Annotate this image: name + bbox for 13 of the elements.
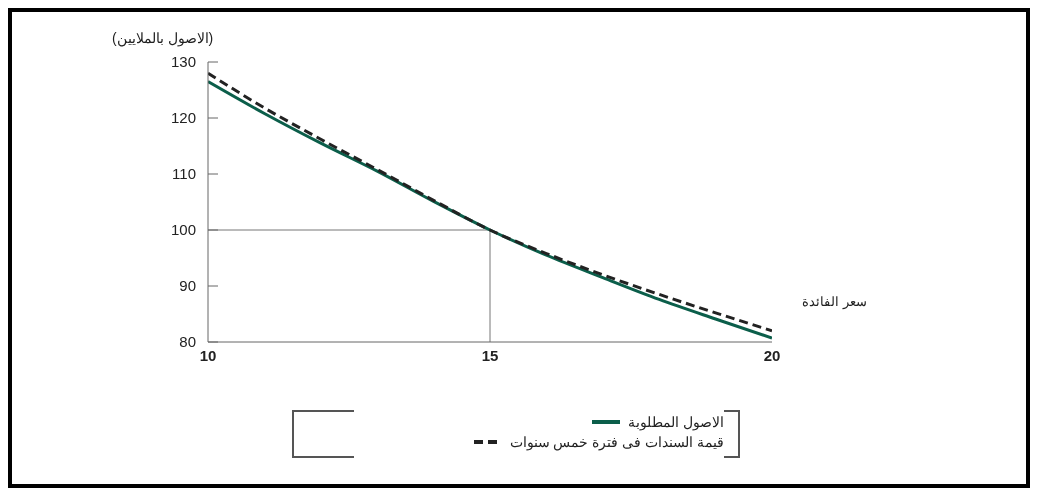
x-tick-label: 20 (763, 346, 781, 364)
y-tick-label: 100 (170, 221, 196, 239)
x-tick-label: 15 (481, 346, 499, 364)
y-tick-label: 110 (172, 165, 196, 183)
y-tick-label: 130 (170, 53, 196, 71)
y-axis-title: (الاصول بالملايين) (112, 30, 214, 46)
legend-label: الاصول المطلوبة (628, 414, 724, 430)
x-tick-label: 10 (199, 346, 217, 364)
legend-label: قيمة السندات فى فترة خمس سنوات (509, 434, 724, 450)
y-tick-label: 90 (179, 277, 196, 295)
x-axis-title: سعر الفائدة (802, 294, 867, 309)
y-tick-label: 120 (170, 109, 196, 127)
y-tick-label: 80 (179, 333, 196, 351)
